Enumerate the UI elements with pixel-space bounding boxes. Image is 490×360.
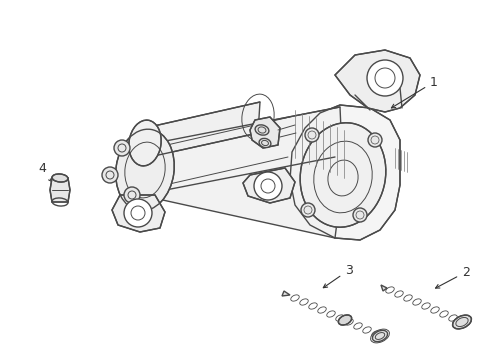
Polygon shape (145, 102, 260, 158)
Circle shape (305, 128, 319, 142)
Polygon shape (335, 50, 420, 112)
Polygon shape (290, 105, 400, 240)
Circle shape (367, 60, 403, 96)
Circle shape (124, 199, 152, 227)
Ellipse shape (339, 315, 352, 325)
Circle shape (368, 133, 382, 147)
Text: 3: 3 (323, 264, 353, 288)
Ellipse shape (453, 315, 471, 329)
Ellipse shape (129, 120, 161, 166)
Text: 2: 2 (436, 266, 470, 288)
Ellipse shape (300, 123, 386, 227)
Ellipse shape (259, 138, 271, 148)
Text: 4: 4 (38, 162, 52, 182)
Ellipse shape (255, 125, 269, 135)
Ellipse shape (52, 174, 68, 182)
Polygon shape (282, 291, 290, 296)
Circle shape (301, 203, 315, 217)
Circle shape (254, 172, 282, 200)
Circle shape (124, 187, 140, 203)
Circle shape (114, 140, 130, 156)
Polygon shape (243, 168, 295, 203)
Polygon shape (112, 195, 165, 232)
Polygon shape (50, 178, 70, 202)
Polygon shape (381, 285, 387, 291)
Ellipse shape (372, 330, 388, 342)
Polygon shape (250, 117, 280, 148)
Text: 1: 1 (392, 76, 438, 108)
Ellipse shape (116, 129, 174, 211)
Circle shape (353, 208, 367, 222)
Polygon shape (140, 107, 343, 238)
Circle shape (102, 167, 118, 183)
